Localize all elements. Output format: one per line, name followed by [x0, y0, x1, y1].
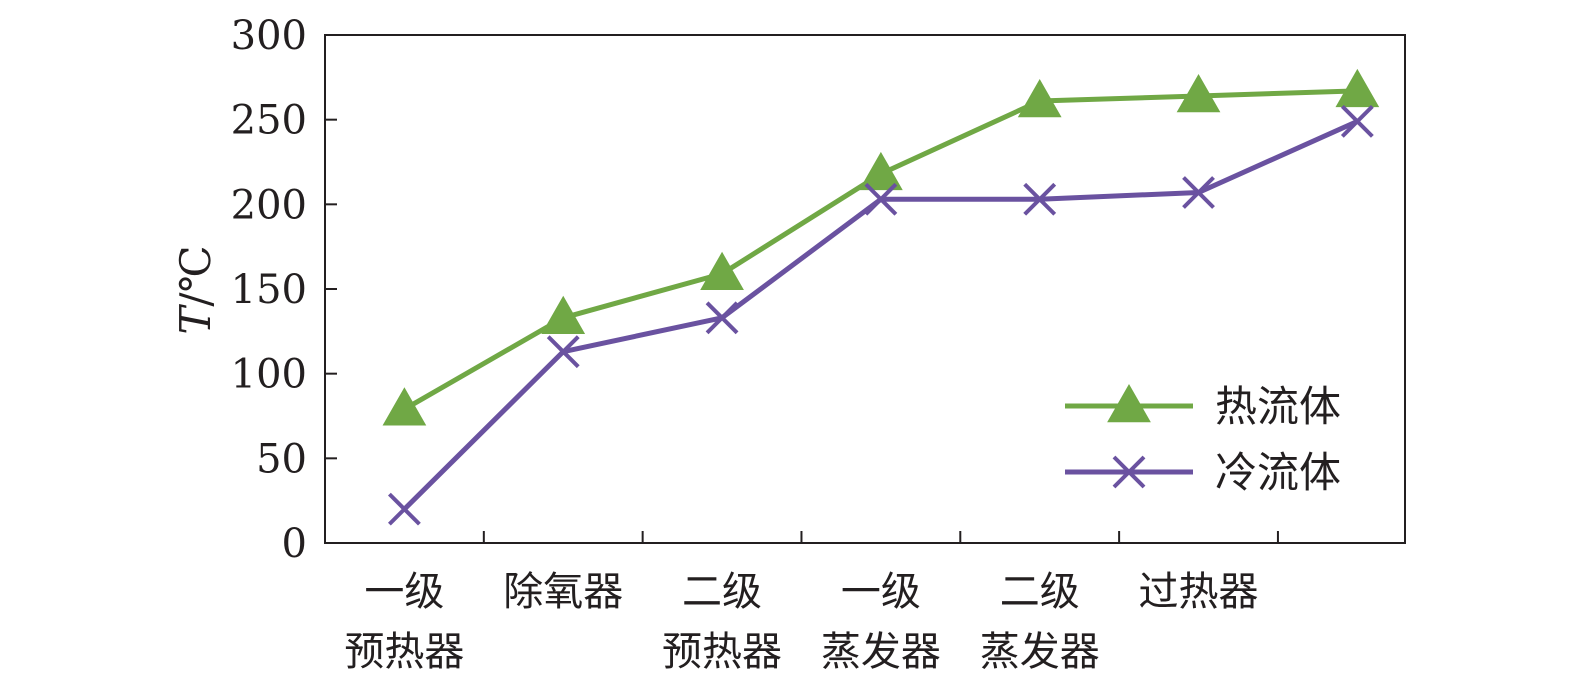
x-marker-stroke [705, 301, 739, 335]
legend-label: 冷流体 [1215, 448, 1341, 497]
data-point-x-icon [1340, 104, 1374, 138]
series-热流体 [382, 68, 1380, 426]
x-category-label: 过热器 [1139, 569, 1259, 615]
data-point-triangle-icon [541, 295, 586, 335]
x-category-label: 一级预热器 [344, 569, 464, 675]
data-point-x-icon [1023, 182, 1057, 216]
data-point-triangle-icon [859, 151, 903, 191]
legend-triangle-icon [1107, 383, 1151, 423]
data-point-x-icon [705, 301, 739, 335]
x-marker-stroke [546, 335, 580, 369]
y-tick-label: 100 [231, 352, 307, 398]
y-tick-label: 50 [256, 436, 307, 482]
x-category-label: 一级蒸发器 [821, 569, 941, 675]
data-point-x-icon [864, 182, 898, 216]
x-category-label: 二级蒸发器 [980, 569, 1100, 675]
series-冷流体 [387, 104, 1374, 526]
data-point-x-icon [387, 492, 421, 526]
x-marker-stroke [864, 182, 898, 216]
data-point-triangle-icon [382, 387, 427, 426]
y-tick-label: 200 [231, 182, 307, 228]
data-point-x-icon [1182, 176, 1215, 209]
y-axis-ticks: 0 50 100 150 200 250 300 [231, 13, 337, 567]
y-tick-label: 250 [231, 98, 307, 144]
series-line [403, 88, 1358, 412]
x-category-label: 二级预热器 [662, 569, 782, 675]
x-category-label: 除氧器 [503, 569, 623, 615]
data-point-x-icon [546, 335, 580, 369]
data-point-triangle-icon [1176, 73, 1221, 113]
y-tick-label: 150 [231, 267, 307, 313]
series-layer [382, 68, 1380, 526]
y-axis-title-unit: /℃ [171, 245, 220, 306]
y-axis-title: T/℃ [171, 245, 220, 334]
data-point-triangle-icon [700, 251, 744, 291]
legend-label: 热流体 [1215, 382, 1341, 431]
x-marker-stroke [1340, 104, 1374, 138]
x-marker-stroke [1023, 182, 1057, 216]
legend-item: 冷流体 [1065, 448, 1341, 497]
x-marker-stroke [1112, 455, 1146, 489]
y-axis-title-italic: T [171, 304, 220, 335]
legend-x-icon [1112, 455, 1146, 489]
x-marker-stroke [1182, 176, 1215, 209]
y-tick-label: 300 [231, 13, 307, 59]
data-point-triangle-icon [1335, 68, 1380, 108]
x-marker-stroke [387, 492, 421, 526]
data-point-triangle-icon [1017, 79, 1062, 118]
y-tick-label: 0 [282, 521, 307, 567]
legend-item: 热流体 [1065, 382, 1341, 431]
